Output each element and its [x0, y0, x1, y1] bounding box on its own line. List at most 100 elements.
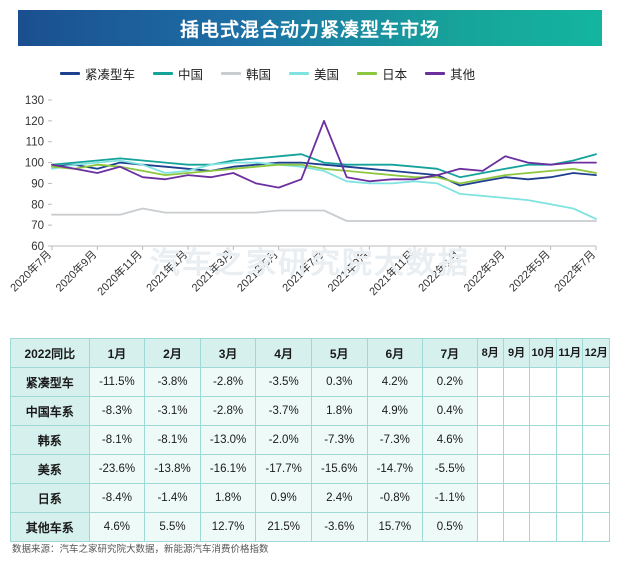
table-cell: 15.7% [366, 512, 424, 542]
table-row: 美系 -23.6% -13.8% -16.1% -17.7% -15.6% -14.7% -5… [10, 454, 610, 484]
x-tick-label: 2022年7月 [551, 247, 598, 294]
y-tick-label: 100 [25, 158, 44, 170]
table-cell-empty [555, 367, 584, 397]
table-cell-empty [502, 367, 531, 397]
table-cell-empty [529, 454, 557, 484]
table-cell: -1.4% [144, 483, 201, 513]
table-cell: -17.7% [255, 454, 312, 484]
table-cell-empty [502, 512, 531, 542]
table-cell-empty [476, 454, 504, 484]
table-cell-empty [582, 512, 610, 542]
data-table: 2022同比 1月 2月 3月 4月 5月 6月 7月 8月 9月 10月 11月 12月 紧凑型车 -1… [10, 338, 610, 542]
x-tick-label: 2022年1月 [415, 247, 462, 294]
table-cell: -3.8% [144, 367, 201, 397]
table-cell-empty [529, 425, 557, 455]
table-cell: 4.6% [88, 512, 146, 542]
y-tick-label: 70 [31, 220, 44, 232]
table-cell-empty [555, 512, 584, 542]
table-cell-empty [476, 396, 504, 426]
x-tick-label: 2022年3月 [460, 247, 507, 294]
table-cell: -7.3% [366, 425, 424, 455]
table-col-header-empty-4: 11月 [555, 338, 584, 368]
table-cell: -13.0% [199, 425, 257, 455]
table-cell-empty [476, 425, 504, 455]
table-cell-empty [582, 396, 610, 426]
legend-label: 韩国 [246, 67, 272, 82]
table-row-header: 中国车系 [10, 396, 90, 426]
table-cell: -3.7% [255, 396, 312, 426]
y-tick-label: 90 [31, 178, 44, 190]
table-cell: -2.0% [255, 425, 312, 455]
table-cell: -13.8% [144, 454, 201, 484]
page-title: 插电式混合动力紧凑型车市场 [179, 19, 440, 41]
table-cell-empty [529, 512, 557, 542]
series-line-4 [51, 159, 597, 220]
legend-label: 紧凑型车 [85, 67, 136, 82]
legend-item-4: 美国 [289, 64, 339, 83]
x-tick-label: 2021年11月 [366, 247, 417, 298]
table-cell: 21.5% [255, 512, 312, 542]
table-cell: 0.4% [422, 396, 478, 426]
table-cell: 12.7% [199, 512, 257, 542]
table-cell: -8.4% [88, 483, 146, 513]
table-cell-empty [582, 367, 610, 397]
table-cell: 0.5% [422, 512, 478, 542]
table-col-header-3: 3月 [199, 338, 257, 368]
table-row-header: 韩系 [10, 425, 90, 455]
table-cell: 1.8% [199, 483, 257, 513]
x-tick-label: 2020年11月 [94, 247, 145, 298]
legend-swatch-icon [357, 71, 378, 75]
y-tick-label: 120 [25, 116, 44, 128]
legend-item-5: 日本 [357, 64, 407, 83]
y-tick-label: 110 [26, 137, 44, 149]
table-cell: -8.1% [88, 425, 146, 455]
table-col-header-6: 6月 [366, 338, 424, 368]
table-cell: -1.1% [422, 483, 478, 513]
table-cell-empty [476, 483, 504, 513]
table-col-header-empty-3: 10月 [529, 338, 557, 368]
table-cell-empty [502, 396, 531, 426]
x-tick-label: 2021年5月 [234, 247, 281, 294]
legend-swatch-icon [289, 71, 310, 75]
table-cell: -15.6% [310, 454, 368, 484]
table-cell: 0.9% [255, 483, 312, 513]
legend-item-6: 其他 [425, 64, 475, 83]
table-cell: -8.1% [144, 425, 201, 455]
line-chart: 汽车之家研究院大数据 60 70 80 90 100 110 120 130 2020年7月 20… [0, 88, 620, 318]
table-cell: 1.8% [310, 396, 368, 426]
table-cell: 2.4% [310, 483, 368, 513]
table-cell-empty [529, 396, 557, 426]
table-cell: 0.2% [422, 367, 478, 397]
table-cell: -11.5% [88, 367, 146, 397]
table-cell: 4.9% [366, 396, 424, 426]
table-cell-empty [555, 483, 584, 513]
series-line-3 [51, 207, 597, 222]
chart-title-bar: 插电式混合动力紧凑型车市场 [18, 10, 602, 46]
table-cell-empty [476, 367, 504, 397]
table-cell-empty [476, 512, 504, 542]
x-tick-label: 2021年7月 [279, 247, 326, 294]
legend-swatch-icon [221, 71, 242, 75]
x-tick-label: 2021年9月 [324, 247, 371, 294]
table-col-header-7: 7月 [422, 338, 478, 368]
y-tick-label: 130 [25, 95, 44, 107]
table-col-header-2: 2月 [144, 338, 201, 368]
table-row: 中国车系 -8.3% -3.1% -2.8% -3.7% 1.8% 4.9% 0.4% [10, 396, 610, 426]
table-corner-header: 2022同比 [10, 338, 90, 368]
table-cell: -3.1% [144, 396, 201, 426]
x-tick-label: 2022年5月 [506, 247, 553, 294]
legend-swatch-icon [425, 71, 446, 75]
legend-swatch-icon [153, 71, 174, 75]
legend-label: 美国 [314, 67, 340, 82]
table-cell-empty [555, 425, 584, 455]
series-line-2 [51, 153, 597, 179]
table-cell-empty [529, 483, 557, 513]
series-line-5 [51, 163, 597, 185]
table-cell: -0.8% [366, 483, 424, 513]
table-cell: -2.8% [199, 367, 257, 397]
table-cell: 5.5% [144, 512, 201, 542]
table-header-row: 2022同比 1月 2月 3月 4月 5月 6月 7月 8月 9月 10月 11月 12月 [10, 338, 610, 368]
legend-label: 日本 [382, 67, 408, 82]
table-cell: -5.5% [422, 454, 478, 484]
table-cell-empty [502, 454, 531, 484]
